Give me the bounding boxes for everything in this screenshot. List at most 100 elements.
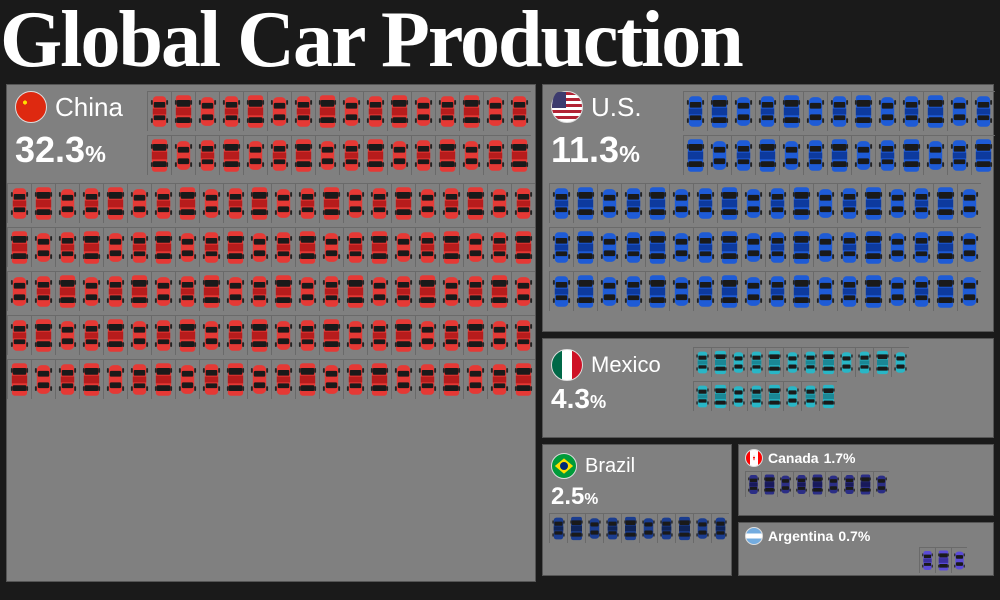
car-slot [645,183,669,223]
car-slot [909,227,933,267]
car-slot [415,271,439,311]
percent-value-argentina: 0.7 [838,528,857,544]
car-slot [487,183,511,223]
car-slot [79,359,103,399]
car-slot [549,271,573,311]
car-slot [657,513,675,543]
car-slot [175,315,199,355]
header-china: China [15,91,123,123]
car-slot [779,91,803,131]
car-slot [573,183,597,223]
car-slot [339,91,363,131]
car-slot [923,135,947,175]
car-slot [837,271,861,311]
car-slot [819,381,837,411]
percent-value-mexico: 4.3 [551,383,590,414]
car-slot [199,183,223,223]
car-slot [175,183,199,223]
car-slot [295,271,319,311]
car-slot [789,271,813,311]
panel-china: China 32.3% [6,84,536,582]
car-slot [741,183,765,223]
car-slot [693,183,717,223]
car-slot [291,91,315,131]
car-slot [103,183,127,223]
car-slot [765,347,783,377]
panel-canada: Canada 1.7% [738,444,994,516]
car-slot [507,91,531,131]
car-slot [387,135,411,175]
car-slot [747,347,765,377]
car-slot [367,315,391,355]
car-slot [127,227,151,267]
car-slot [693,381,711,411]
car-slot [439,183,463,223]
car-slot [7,183,31,223]
car-slot [487,359,511,399]
car-slot [415,227,439,267]
car-slot [729,347,747,377]
car-slot [717,271,741,311]
car-slot [511,359,535,399]
car-slot [199,315,223,355]
car-slot [669,183,693,223]
car-slot [801,347,819,377]
car-slot [7,315,31,355]
car-slot [319,227,343,267]
car-slot [127,183,151,223]
car-slot [31,359,55,399]
car-slot [363,135,387,175]
car-slot [971,135,995,175]
car-slot [765,183,789,223]
car-slot [873,347,891,377]
car-slot [151,227,175,267]
car-slot [923,91,947,131]
car-slot [415,183,439,223]
car-slot [463,271,487,311]
car-slot [707,135,731,175]
car-slot [885,183,909,223]
car-slot [31,271,55,311]
car-slot [511,183,535,223]
car-slot [411,91,435,131]
car-slot [247,315,271,355]
header-canada: Canada 1.7% [745,449,856,467]
car-lot-us-rest [549,183,993,315]
car-slot [891,347,909,377]
car-slot [271,227,295,267]
car-slot [343,315,367,355]
car-slot [391,315,415,355]
header-mexico: Mexico [551,349,661,381]
car-slot [573,271,597,311]
car-slot [827,91,851,131]
car-slot [711,381,729,411]
car-slot [199,271,223,311]
car-slot [343,359,367,399]
car-slot [219,91,243,131]
car-slot [511,271,535,311]
country-name-china: China [55,92,123,123]
car-slot [291,135,315,175]
car-slot [585,513,603,543]
percent-sign: % [619,141,640,167]
car-slot [861,271,885,311]
car-slot [31,315,55,355]
car-slot [765,227,789,267]
percent-value-brazil: 2.5 [551,483,584,510]
car-slot [813,271,837,311]
panel-us: U.S. 11.3% [542,84,994,332]
car-slot [435,135,459,175]
car-slot [463,315,487,355]
car-slot [343,271,367,311]
car-slot [947,135,971,175]
car-slot [175,271,199,311]
percent-sign: % [590,392,606,412]
car-slot [909,183,933,223]
car-slot [55,227,79,267]
car-slot [645,271,669,311]
flag-argentina-icon [745,527,763,545]
car-slot [343,183,367,223]
car-slot [567,513,585,543]
car-slot [755,91,779,131]
car-slot [875,135,899,175]
